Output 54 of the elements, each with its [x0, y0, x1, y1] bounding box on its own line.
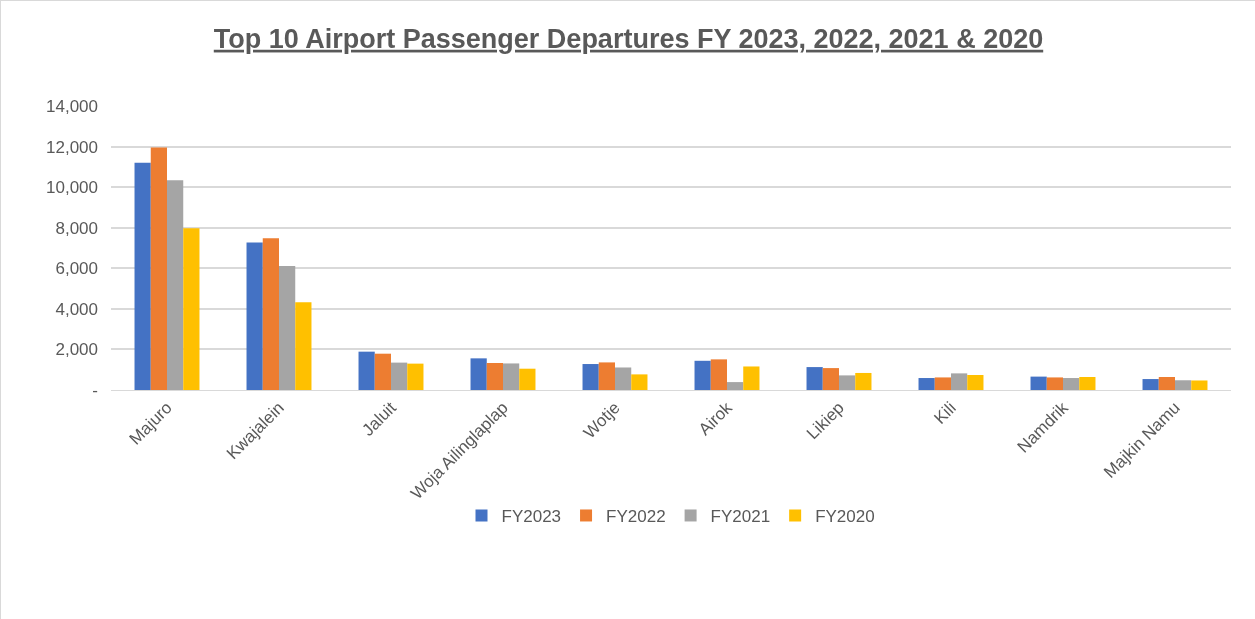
y-tick-label: 10,000: [46, 178, 98, 198]
bar: [806, 367, 823, 390]
bar: [519, 368, 536, 390]
bar: [582, 364, 599, 390]
bar: [1158, 377, 1175, 390]
bar: [727, 382, 744, 390]
bar: [295, 302, 312, 390]
bar: [615, 367, 632, 390]
bar: [374, 353, 391, 390]
bar: [167, 180, 184, 390]
bar: [1063, 378, 1080, 390]
bar: [1142, 379, 1159, 390]
bar: [839, 375, 856, 390]
bar: [183, 228, 200, 390]
bar: [743, 366, 760, 390]
legend-label: FY2022: [606, 507, 666, 527]
bar: [967, 374, 984, 390]
bar: [262, 238, 279, 390]
bar: [694, 360, 711, 390]
bar: [855, 372, 872, 390]
bar: [1046, 377, 1063, 390]
bar: [246, 242, 263, 390]
bar: [486, 363, 503, 390]
y-tick-label: 8,000: [55, 218, 98, 238]
chart-title: Top 10 Airport Passenger Departures FY 2023, 2022, 2021 & 2020: [213, 23, 1044, 54]
legend-label: FY2021: [710, 507, 771, 527]
x-tick-label: Kili: [930, 398, 960, 428]
y-tick-label: 12,000: [46, 137, 98, 157]
bar: [631, 374, 648, 390]
bar: [822, 368, 839, 390]
bar: [150, 147, 167, 390]
bar: [391, 362, 408, 390]
bar: [134, 162, 151, 390]
bar: [1030, 376, 1047, 390]
y-tick-label: 6,000: [55, 259, 98, 279]
bar: [951, 373, 968, 390]
y-tick-label: -: [92, 380, 98, 400]
y-tick-label: 2,000: [55, 340, 98, 360]
bar: [1191, 380, 1208, 390]
y-tick-label: 4,000: [55, 299, 98, 319]
bar: [710, 359, 727, 390]
bar: [358, 351, 375, 390]
bar: [470, 358, 487, 390]
bar: [279, 266, 296, 390]
bar: [1079, 377, 1096, 390]
y-tick-label: 14,000: [46, 96, 98, 116]
bar: [934, 377, 951, 390]
legend-label: FY2020: [815, 507, 875, 527]
bar: [503, 363, 520, 390]
bar: [1175, 380, 1192, 390]
bar: [407, 363, 424, 390]
legend-label: FY2023: [501, 507, 562, 527]
bar: [918, 378, 935, 390]
bar: [598, 362, 615, 390]
